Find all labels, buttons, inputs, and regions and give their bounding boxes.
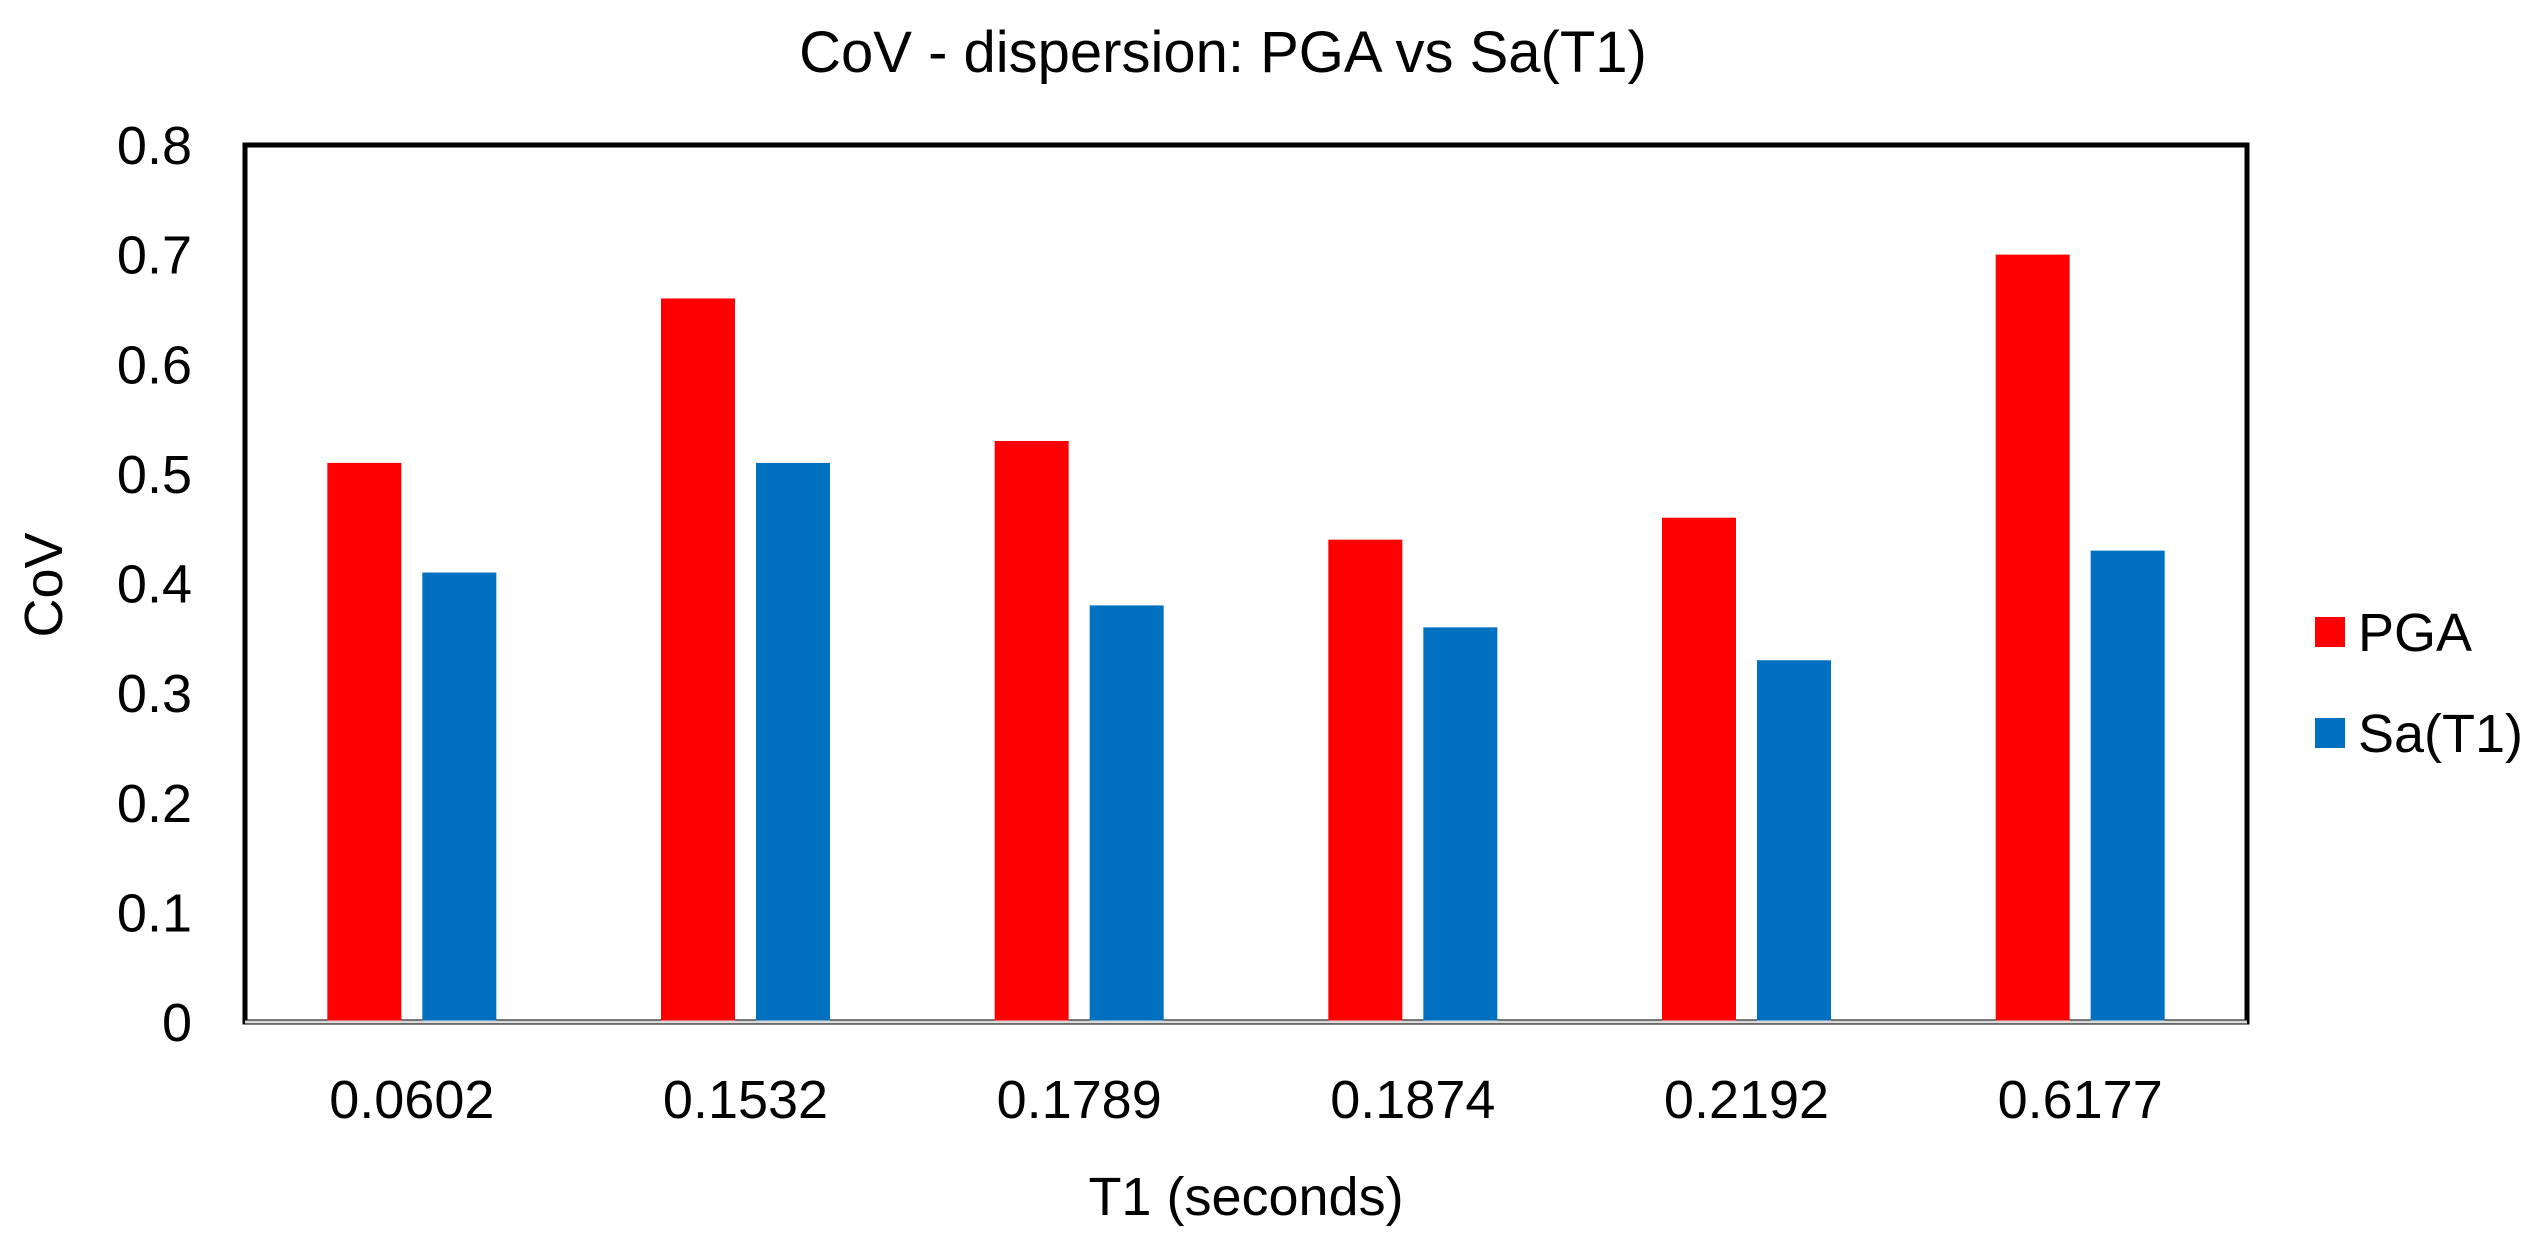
x-tick-label: 0.6177 [1998,1070,2163,1130]
legend: PGA Sa(T1) [2315,603,2523,764]
plot-area-frame [242,142,2250,1025]
x-axis-ticks: 0.0602 0.1532 0.1789 0.1874 0.2192 0.6177 [329,1070,2163,1130]
bar-sa-t1-1 [756,462,830,1023]
y-tick-label: 0.5 [117,445,192,505]
bar-sa-t1-3 [1423,627,1498,1022]
y-tick-label: 0.8 [117,116,192,176]
y-tick-label: 0.1 [117,883,192,943]
chart-title: CoV - dispersion: PGA vs Sa(T1) [799,20,1647,85]
y-tick-label: 0.6 [117,335,192,395]
y-tick-label: 0.4 [117,555,192,615]
bar-pga-1 [661,298,735,1023]
y-tick-label: 0 [162,993,192,1053]
bar-sa-t1-2 [1089,605,1164,1022]
bar-pga-2 [994,440,1069,1022]
legend-label: PGA [2358,603,2472,663]
x-tick-label: 0.1789 [997,1070,1162,1130]
x-tick-label: 0.0602 [329,1070,494,1130]
x-tick-label: 0.1874 [1330,1070,1495,1130]
bar-sa-t1-4 [1757,660,1831,1022]
x-tick-label: 0.1532 [663,1070,828,1130]
y-axis-ticks: 0 0.1 0.2 0.3 0.4 0.5 0.6 0.7 0.8 [117,116,192,1053]
y-tick-label: 0.3 [117,664,192,724]
y-axis-label: CoV [14,532,74,637]
legend-swatch-sa-t1 [2315,718,2345,748]
x-axis-label: T1 (seconds) [1088,1167,1403,1227]
legend-label: Sa(T1) [2358,704,2523,764]
bar-pga-0 [327,462,402,1023]
legend-swatch-pga [2315,617,2345,647]
bar-pga-5 [1995,254,2070,1022]
bars-group [327,254,2165,1023]
bar-pga-3 [1328,539,1403,1022]
y-tick-label: 0.7 [117,226,192,286]
bar-sa-t1-5 [2090,550,2165,1022]
bar-pga-4 [1662,517,1736,1022]
y-tick-label: 0.2 [117,774,192,834]
x-tick-label: 0.2192 [1664,1070,1829,1130]
bar-sa-t1-0 [422,572,497,1022]
